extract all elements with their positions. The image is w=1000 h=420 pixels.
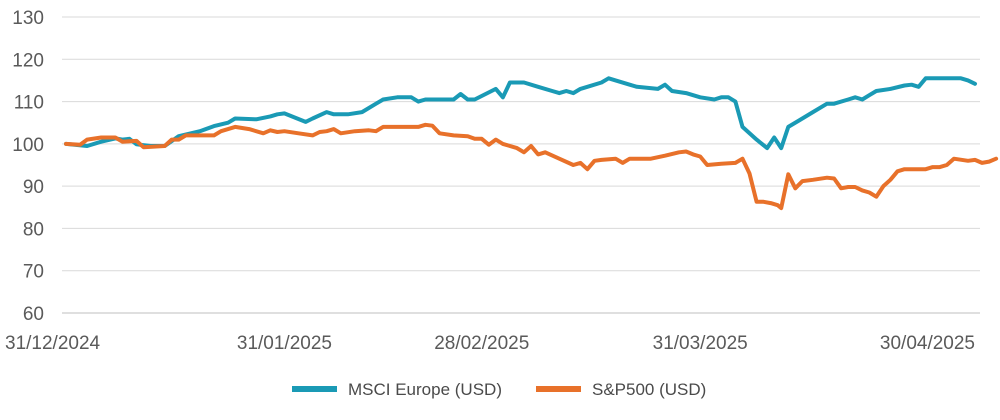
x-tick-label: 28/02/2025 xyxy=(434,333,529,354)
y-tick-label: 80 xyxy=(23,219,44,240)
legend-label: S&P500 (USD) xyxy=(592,380,706,399)
y-tick-label: 130 xyxy=(12,8,44,29)
y-tick-label: 60 xyxy=(23,304,44,325)
x-axis-tick-labels: 31/12/2024 31/01/2025 28/02/2025 31/03/2025… xyxy=(5,333,975,354)
x-tick-label: 30/04/2025 xyxy=(880,333,975,354)
legend-label: MSCI Europe (USD) xyxy=(348,380,502,399)
y-tick-label: 90 xyxy=(23,177,44,198)
y-axis-tick-labels: 60 70 80 90 100 110 120 130 xyxy=(12,8,44,325)
series-lines xyxy=(64,76,999,211)
series-line-sp500 xyxy=(64,122,999,211)
x-tick-label: 31/03/2025 xyxy=(653,333,748,354)
y-tick-label: 120 xyxy=(12,50,44,71)
gridlines xyxy=(62,16,980,272)
series-line-msci-europe xyxy=(64,76,977,151)
x-tick-label: 31/12/2024 xyxy=(5,333,101,354)
legend: MSCI Europe (USD) S&P500 (USD) xyxy=(292,380,706,399)
x-tick-label: 31/01/2025 xyxy=(237,333,332,354)
y-tick-label: 70 xyxy=(23,262,44,283)
y-tick-label: 100 xyxy=(12,135,44,156)
y-tick-label: 110 xyxy=(14,93,44,114)
